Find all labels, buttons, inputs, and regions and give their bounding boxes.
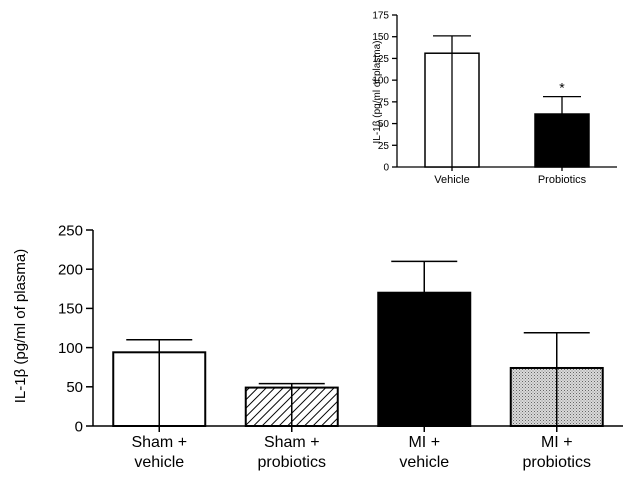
main-category-label: MI + (408, 434, 440, 451)
inset-category-label: Vehicle (434, 174, 469, 186)
main-y-tick-label: 100 (58, 340, 83, 357)
inset-significance-marker: * (559, 80, 565, 96)
inset-category-label: Probiotics (538, 174, 587, 186)
main-category-label: probiotics (523, 454, 591, 471)
main-y-tick-label: 200 (58, 261, 83, 278)
main-y-tick-label: 50 (66, 379, 83, 396)
inset-y-tick-label: 150 (372, 32, 389, 43)
inset-y-axis-label: IL-1β (pg/ml of plasma) (372, 40, 383, 143)
main-category-label: probiotics (258, 454, 326, 471)
inset-y-tick-label: 100 (372, 76, 389, 87)
inset-y-tick-label: 125 (372, 54, 389, 65)
main-bar (377, 291, 472, 427)
inset-y-tick-label: 175 (372, 11, 389, 22)
inset-y-tick-label: 0 (383, 163, 389, 174)
inset-y-tick-label: 50 (378, 119, 390, 130)
main-category-label: vehicle (399, 454, 449, 471)
main-category-label: vehicle (134, 454, 184, 471)
main-y-axis-label: IL-1β (pg/ml of plasma) (12, 249, 29, 404)
main-y-tick-label: 250 (58, 222, 83, 239)
main-y-tick-label: 0 (75, 418, 83, 435)
inset-y-tick-label: 75 (378, 97, 390, 108)
main-y-tick-label: 150 (58, 301, 83, 318)
inset-y-tick-label: 25 (378, 141, 390, 152)
main-category-label: Sham + (131, 434, 187, 451)
main-category-label: Sham + (264, 434, 320, 451)
main-category-label: MI + (541, 434, 573, 451)
inset-bar (534, 113, 590, 168)
main-chart: 0 50 100 150 200 250 Sham + vehicle Sham + probi… (12, 222, 623, 471)
